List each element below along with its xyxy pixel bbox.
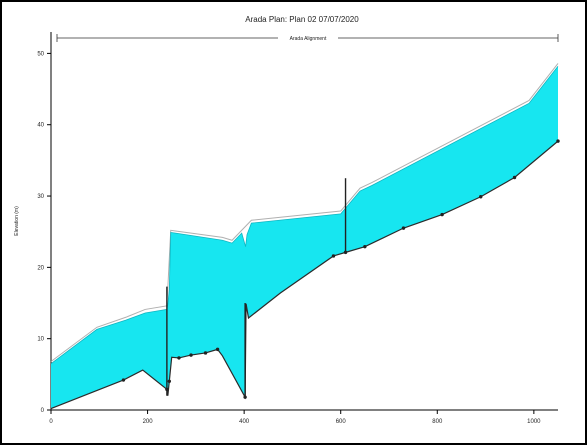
ground-point-marker (243, 395, 247, 399)
x-tick-label: 400 (239, 419, 250, 425)
ground-point-marker (167, 379, 171, 383)
y-tick-label: 10 (37, 337, 44, 343)
ground-point-marker (189, 353, 193, 357)
text-group: 0 10 20 30 40 50 0 200 400 600 800 1000 Arada Plan: … (14, 15, 541, 425)
x-tick-label: 600 (336, 419, 347, 425)
ground-point-marker (121, 378, 126, 382)
x-tick-label: 0 (49, 419, 53, 425)
ground-point-marker (440, 212, 444, 217)
ground-point-marker (363, 244, 367, 249)
y-tick-label: 0 (41, 408, 45, 414)
ground-point-marker (177, 356, 181, 360)
y-tick-label: 20 (37, 265, 44, 271)
ground-point-marker (401, 226, 406, 230)
marks-group (121, 139, 560, 399)
ground-point-marker (343, 250, 348, 255)
y-axis-label: Elevation (m) (14, 206, 20, 236)
ground-point-marker (215, 347, 220, 352)
subtitle-bg (278, 34, 338, 41)
y-tick-label: 50 (37, 51, 44, 57)
ground-point-marker (331, 254, 336, 258)
water-surface-line (50, 65, 559, 364)
x-tick-label: 800 (432, 419, 443, 425)
chart-title: Arada Plan: Plan 02 07/07/2020 (245, 15, 359, 24)
water-fill (51, 66, 558, 409)
chart-subtitle: Arada Alignment (290, 36, 327, 42)
ground-point-marker (512, 175, 517, 180)
x-tick-label: 1000 (527, 419, 541, 425)
x-tick-label: 200 (143, 419, 154, 425)
ground-point-marker (556, 139, 560, 143)
ground-point-marker (203, 351, 208, 355)
ground-point-marker (165, 387, 169, 392)
bank-line (50, 63, 559, 362)
ground-point-marker (479, 195, 483, 199)
y-tick-label: 30 (37, 194, 44, 200)
y-tick-label: 40 (37, 123, 44, 129)
series-group (50, 63, 559, 410)
